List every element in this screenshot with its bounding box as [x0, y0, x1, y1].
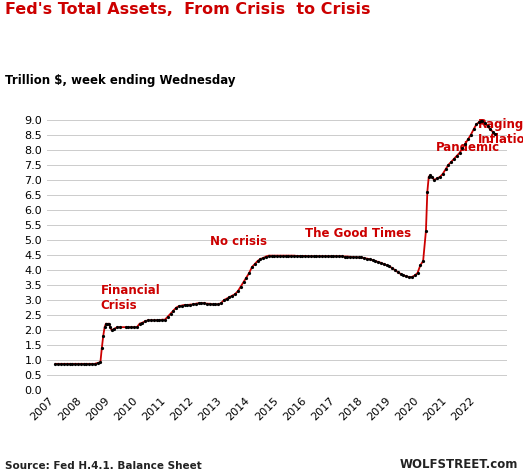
Text: Pandemic: Pandemic: [436, 141, 500, 154]
Text: Trillion $, week ending Wednesday: Trillion $, week ending Wednesday: [5, 74, 236, 87]
Text: Raging
Inflation: Raging Inflation: [478, 118, 523, 146]
Text: WOLFSTREET.com: WOLFSTREET.com: [400, 458, 518, 471]
Text: No crisis: No crisis: [210, 236, 267, 248]
Text: Source: Fed H.4.1. Balance Sheet: Source: Fed H.4.1. Balance Sheet: [5, 461, 202, 471]
Text: The Good Times: The Good Times: [305, 227, 412, 240]
Text: Financial
Crisis: Financial Crisis: [100, 284, 160, 312]
Text: Fed's Total Assets,  From Crisis  to Crisis: Fed's Total Assets, From Crisis to Crisi…: [5, 2, 371, 18]
